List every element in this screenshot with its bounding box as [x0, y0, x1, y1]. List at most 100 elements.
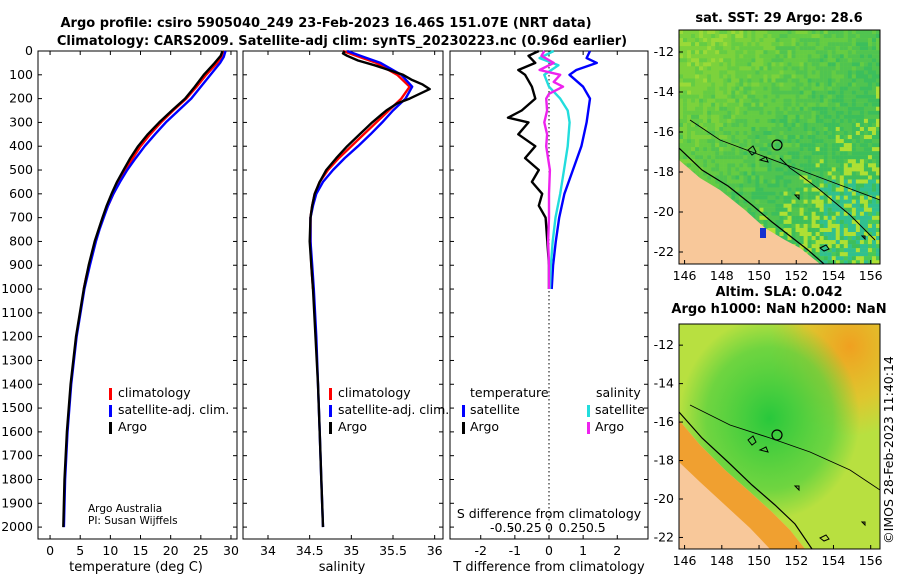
- sst-cell: [863, 58, 869, 63]
- sst-cell: [791, 74, 796, 79]
- sst-cell: [707, 70, 712, 75]
- sst-cell: [723, 46, 728, 51]
- sst-cell: [691, 78, 696, 83]
- y-tick-label: 500: [9, 162, 33, 177]
- sst-cell: [743, 167, 748, 172]
- sst-cell: [819, 58, 824, 63]
- sst-cell: [875, 211, 880, 216]
- sst-cell: [699, 135, 704, 140]
- sla-map-subtitle: Argo h1000: NaN h2000: NaN: [671, 302, 886, 317]
- sst-cell: [783, 78, 788, 83]
- sst-cell: [827, 260, 832, 264]
- sst-cell: [851, 114, 856, 119]
- sst-cell: [735, 167, 740, 172]
- sst-cell: [823, 187, 828, 192]
- sst-cell: [859, 227, 864, 233]
- sst-cell: [835, 86, 840, 91]
- sst-cell: [855, 139, 860, 144]
- map-y-tick-label: -18: [654, 164, 674, 179]
- sst-cell: [803, 207, 808, 212]
- sst-cell: [827, 203, 832, 208]
- sst-cell: [863, 131, 869, 136]
- sst-cell: [759, 118, 764, 123]
- sst-cell: [795, 90, 800, 95]
- sst-cell: [867, 114, 873, 119]
- sst-cell: [815, 167, 820, 172]
- sst-cell: [743, 179, 748, 184]
- sst-cell: [731, 179, 736, 184]
- sst-cell: [807, 219, 812, 224]
- sst-cell: [871, 252, 877, 257]
- sst-cell: [747, 171, 752, 176]
- sst-cell: [839, 215, 844, 220]
- sst-cell: [859, 135, 864, 140]
- sst-cell: [747, 66, 752, 71]
- map-x-tick-label: 152: [784, 553, 808, 568]
- sst-cell: [783, 86, 788, 91]
- sst-cell: [867, 236, 873, 241]
- sst-cell: [775, 58, 780, 63]
- sst-cell: [859, 110, 864, 115]
- sst-cell: [827, 248, 832, 253]
- sst-cell: [851, 46, 856, 51]
- sst-cell: [795, 207, 800, 212]
- sst-cell: [795, 203, 800, 208]
- sst-cell: [719, 46, 724, 51]
- sst-cell: [763, 199, 768, 204]
- sst-cell: [819, 143, 824, 148]
- sst-cell: [703, 98, 708, 103]
- sst-cell: [763, 167, 768, 172]
- sst-cell: [763, 50, 768, 55]
- sst-cell: [815, 191, 820, 196]
- sst-cell: [767, 58, 772, 63]
- sst-cell: [827, 30, 832, 35]
- sst-cell: [831, 147, 836, 152]
- sst-cell: [819, 54, 824, 59]
- sst-cell: [711, 114, 716, 119]
- sst-cell: [751, 211, 756, 216]
- sst-cell: [799, 98, 804, 103]
- sst-cell: [851, 78, 856, 83]
- sst-cell: [835, 94, 840, 99]
- sst-cell: [771, 38, 776, 43]
- sst-cell: [843, 155, 848, 160]
- sst-cell: [731, 139, 736, 144]
- sst-cell: [855, 98, 860, 103]
- sst-cell: [775, 82, 780, 87]
- sst-cell: [739, 30, 744, 35]
- sst-cell: [863, 122, 869, 128]
- sst-cell: [859, 244, 864, 249]
- sst-cell: [739, 70, 744, 75]
- sst-cell: [783, 227, 788, 233]
- sst-cell: [743, 74, 748, 79]
- sst-cell: [859, 199, 864, 204]
- sst-cell: [819, 90, 824, 95]
- sst-cell: [727, 58, 732, 63]
- legend-swatch-satellite: [109, 405, 112, 417]
- sst-cell: [699, 159, 704, 164]
- sst-cell: [867, 78, 873, 83]
- sst-cell: [815, 30, 820, 35]
- sst-cell: [687, 50, 692, 55]
- sst-cell: [827, 219, 832, 224]
- sst-cell: [743, 126, 748, 132]
- sst-cell: [799, 90, 804, 95]
- sst-cell: [787, 195, 792, 200]
- sst-cell: [831, 86, 836, 91]
- sst-cell: [771, 135, 776, 140]
- sst-cell: [735, 58, 740, 63]
- sst-cell: [751, 187, 756, 192]
- sst-cell: [695, 171, 700, 176]
- sst-cell: [779, 110, 784, 115]
- sst-cell: [687, 163, 692, 168]
- sst-cell: [775, 66, 780, 71]
- sst-cell: [843, 118, 848, 123]
- sst-cell: [723, 86, 728, 91]
- sst-cell: [799, 191, 804, 196]
- sst-cell: [847, 207, 852, 212]
- sst-cell: [875, 223, 880, 229]
- sst-cell: [727, 110, 732, 115]
- sst-cell: [847, 203, 852, 208]
- sst-cell: [839, 50, 844, 55]
- sst-cell: [711, 90, 716, 95]
